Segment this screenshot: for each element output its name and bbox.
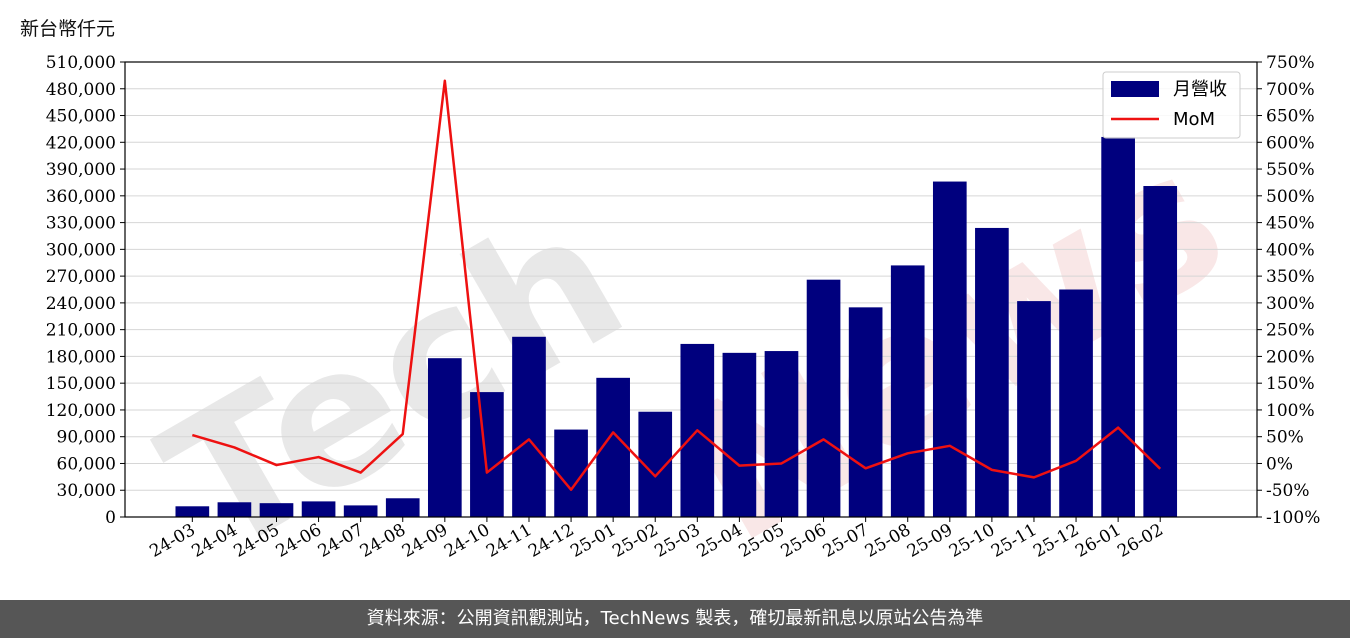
y-right-tick-label: 350% xyxy=(1266,267,1315,287)
bar xyxy=(259,503,294,517)
y-right-tick-label: 550% xyxy=(1266,160,1315,180)
x-tick-label: 25-10 xyxy=(946,520,998,562)
y-axis-unit-label: 新台幣仟元 xyxy=(20,18,116,40)
bar xyxy=(932,181,967,518)
y-right-tick-label: 50% xyxy=(1266,428,1304,448)
bar xyxy=(343,505,378,517)
bar xyxy=(1059,289,1093,517)
line-series xyxy=(191,79,1162,491)
bar xyxy=(385,498,420,517)
bar xyxy=(470,392,504,517)
bar-series xyxy=(175,136,1178,518)
y-right-tick-label: 250% xyxy=(1266,321,1315,341)
y-left-tick-label: 0 xyxy=(105,508,116,528)
x-tick-label: 25-09 xyxy=(904,520,956,562)
x-tick-label: 24-09 xyxy=(399,520,451,562)
bar xyxy=(1017,301,1051,517)
y-right-tick-label: -50% xyxy=(1266,481,1310,501)
y-right-tick-label: 400% xyxy=(1266,240,1315,260)
x-tick-label: 24-03 xyxy=(146,520,198,562)
y-left-tick-label: 270,000 xyxy=(46,267,116,287)
legend: 月營收 MoM xyxy=(1102,71,1241,139)
y-left-tick-label: 60,000 xyxy=(57,454,116,474)
x-tick-label: 24-12 xyxy=(525,520,577,562)
legend-label-revenue: 月營收 xyxy=(1173,79,1227,100)
y-right-tick-label: 300% xyxy=(1266,294,1315,314)
y-left-tick-label: 420,000 xyxy=(46,133,116,153)
mom-line xyxy=(191,79,1162,491)
x-tick-label: 25-02 xyxy=(609,520,661,562)
y-left-tick-label: 180,000 xyxy=(46,347,116,367)
x-tick-label: 25-08 xyxy=(862,520,914,562)
y-left-tick-label: 390,000 xyxy=(46,160,116,180)
bar xyxy=(1143,186,1178,517)
revenue-chart: Tech News 030,00060,00090,000120,000150,… xyxy=(46,53,1321,599)
bar xyxy=(722,352,757,517)
x-tick-label: 25-11 xyxy=(988,520,1040,562)
x-tick-label: 25-04 xyxy=(693,520,745,562)
x-tick-label: 26-02 xyxy=(1114,520,1166,562)
y-left-tick-label: 300,000 xyxy=(46,240,116,260)
y-right-tick-label: 450% xyxy=(1266,214,1315,234)
plot-frame xyxy=(124,61,1258,518)
x-tick-label: 25-01 xyxy=(567,520,619,562)
bar xyxy=(890,265,925,517)
source-footer: 資料來源：公開資訊觀測站，TechNews 製表，確切最新訊息以原站公告為準 xyxy=(0,600,1350,638)
y-left-tick-label: 480,000 xyxy=(46,80,116,100)
bar xyxy=(1101,136,1135,518)
y-left-tick-label: 120,000 xyxy=(46,401,116,421)
bar xyxy=(764,351,799,517)
y-left-tick-label: 510,000 xyxy=(46,53,116,73)
legend-label-mom: MoM xyxy=(1173,109,1215,130)
y-right-tick-label: 650% xyxy=(1266,107,1315,127)
y-left-tick-label: 150,000 xyxy=(46,374,116,394)
bar xyxy=(975,227,1009,518)
y-left-tick-label: 90,000 xyxy=(57,428,116,448)
bar xyxy=(175,506,210,517)
bar xyxy=(301,501,336,517)
legend-bar-swatch xyxy=(1111,81,1159,97)
y-left-tick-label: 330,000 xyxy=(46,214,116,234)
x-tick-label: 25-03 xyxy=(651,520,703,562)
y-right-tick-label: 600% xyxy=(1266,133,1315,153)
x-tick-label: 24-11 xyxy=(483,520,535,562)
y-right-tick-label: -100% xyxy=(1266,508,1320,528)
y-left-tick-label: 30,000 xyxy=(57,481,116,501)
y-left-tick-label: 450,000 xyxy=(46,107,116,127)
y-right-tick-label: 200% xyxy=(1266,347,1315,367)
y-right-tick-label: 150% xyxy=(1266,374,1315,394)
x-tick-label: 26-01 xyxy=(1072,520,1124,562)
y-left-tick-label: 360,000 xyxy=(46,187,116,207)
y-right-tick-label: 750% xyxy=(1266,53,1315,73)
x-tick-label: 25-12 xyxy=(1030,520,1082,562)
bar xyxy=(806,279,841,517)
y-right-tick-label: 700% xyxy=(1266,80,1315,100)
bar xyxy=(848,307,883,517)
y-left-tick-label: 240,000 xyxy=(46,294,116,314)
y-right-tick-label: 100% xyxy=(1266,401,1315,421)
x-tick-label: 24-10 xyxy=(441,520,493,562)
bar xyxy=(512,336,546,517)
y-right-tick-label: 0% xyxy=(1266,454,1293,474)
bar xyxy=(217,502,252,517)
y-left-tick-label: 210,000 xyxy=(46,321,116,341)
y-right-tick-label: 500% xyxy=(1266,187,1315,207)
bar xyxy=(427,358,462,517)
